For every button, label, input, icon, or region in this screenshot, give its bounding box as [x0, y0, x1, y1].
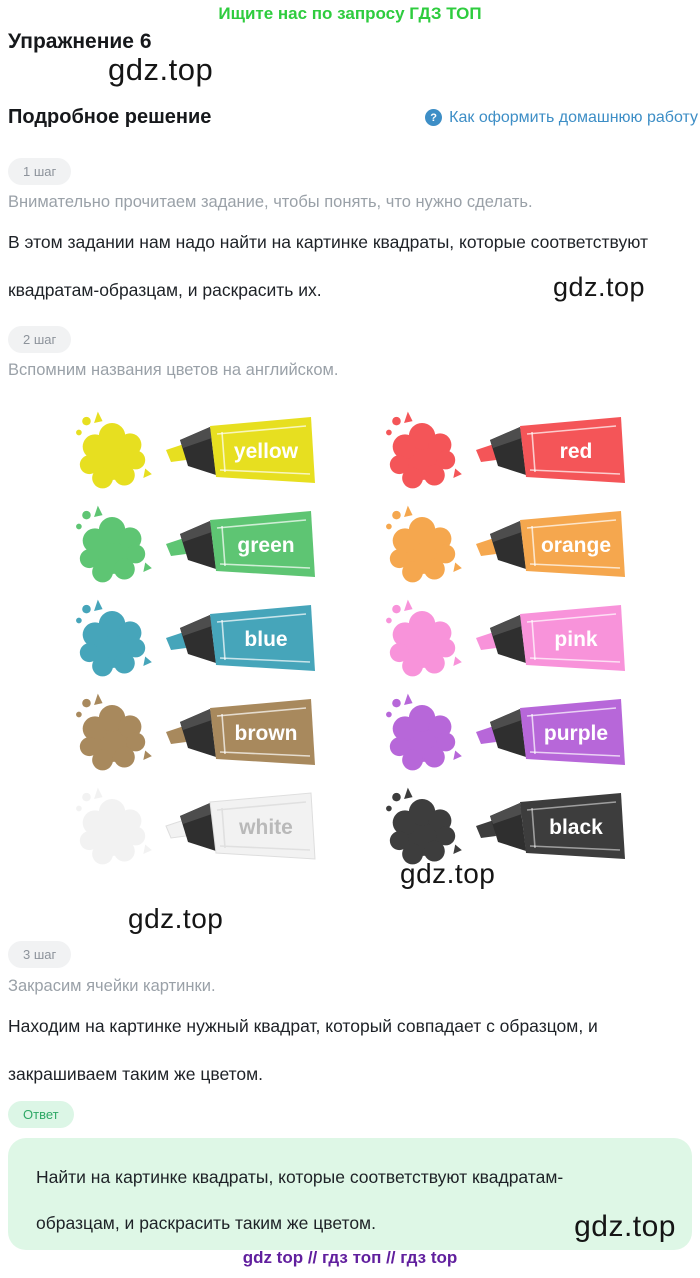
watermark: gdz.top [574, 1210, 676, 1243]
color-sample-green: green [70, 497, 360, 591]
marker-icon: purple [476, 699, 625, 765]
step-2-hint: Вспомним названия цветов на английском. [8, 361, 339, 379]
paint-splat-icon [386, 693, 462, 771]
watermark: gdz.top [108, 52, 214, 87]
watermark: gdz.top [400, 858, 496, 889]
color-sample-white: white [70, 779, 360, 873]
color-markers-grid: yellow red green [70, 403, 682, 873]
paint-splat-icon [76, 693, 152, 771]
marker-icon: black [476, 793, 625, 859]
marker-icon: blue [166, 605, 315, 671]
marker-label: purple [544, 722, 608, 745]
color-sample-blue: blue [70, 591, 360, 685]
color-sample-orange: orange [380, 497, 670, 591]
paint-splat-icon [386, 505, 462, 583]
paint-splat-icon [76, 787, 152, 865]
step-1-badge: 1 шаг [8, 158, 72, 185]
color-sample-red: red [380, 403, 670, 497]
question-icon: ? [425, 109, 443, 126]
step-3-text: Находим на картинке нужный квадрат, кото… [8, 1016, 598, 1084]
paint-splat-icon [76, 411, 152, 489]
marker-label: blue [244, 628, 287, 651]
marker-label: yellow [234, 440, 299, 463]
marker-label: green [237, 534, 294, 557]
marker-icon: brown [166, 699, 315, 765]
paint-splat-icon [386, 411, 462, 489]
color-sample-black: black [380, 779, 670, 873]
marker-icon: white [165, 792, 316, 860]
watermark: gdz.top [128, 903, 224, 934]
marker-label: orange [541, 534, 611, 557]
paint-splat-icon [386, 787, 462, 865]
paint-splat-icon [76, 505, 152, 583]
footer-links[interactable]: gdz top // гдз топ // гдз top [242, 1248, 458, 1267]
color-sample-pink: pink [380, 591, 670, 685]
marker-icon: red [476, 417, 625, 483]
marker-label: white [238, 816, 293, 839]
color-sample-purple: purple [380, 685, 670, 779]
help-link[interactable]: ? Как оформить домашнюю работу [425, 109, 698, 127]
exercise-title: Упражнение 6 [8, 30, 152, 53]
marker-label: black [549, 816, 603, 839]
marker-icon: pink [476, 605, 625, 671]
step-1-hint: Внимательно прочитаем задание, чтобы пон… [8, 193, 533, 211]
answer-box: Найти на картинке квадраты, которые соот… [8, 1138, 692, 1250]
color-sample-brown: brown [70, 685, 360, 779]
watermark: gdz.top [553, 272, 646, 302]
marker-label: red [560, 440, 593, 463]
marker-icon: orange [476, 511, 625, 577]
top-banner: Ищите нас по запросу ГДЗ ТОП [218, 4, 482, 23]
answer-text: Найти на картинке квадраты, которые соот… [36, 1167, 564, 1233]
help-link-label: Как оформить домашнюю работу [449, 108, 698, 126]
section-title: Подробное решение [8, 106, 212, 128]
step-3-badge: 3 шаг [8, 941, 72, 968]
paint-splat-icon [76, 599, 152, 677]
marker-icon: green [166, 511, 315, 577]
step-3-hint: Закрасим ячейки картинки. [8, 977, 216, 995]
marker-label: brown [235, 722, 298, 745]
step-1-text: В этом задании нам надо найти на картинк… [8, 232, 648, 300]
color-sample-yellow: yellow [70, 403, 360, 497]
paint-splat-icon [386, 599, 462, 677]
answer-badge: Ответ [8, 1101, 74, 1128]
step-2-badge: 2 шаг [8, 326, 72, 353]
marker-icon: yellow [166, 417, 315, 483]
marker-label: pink [554, 628, 597, 651]
